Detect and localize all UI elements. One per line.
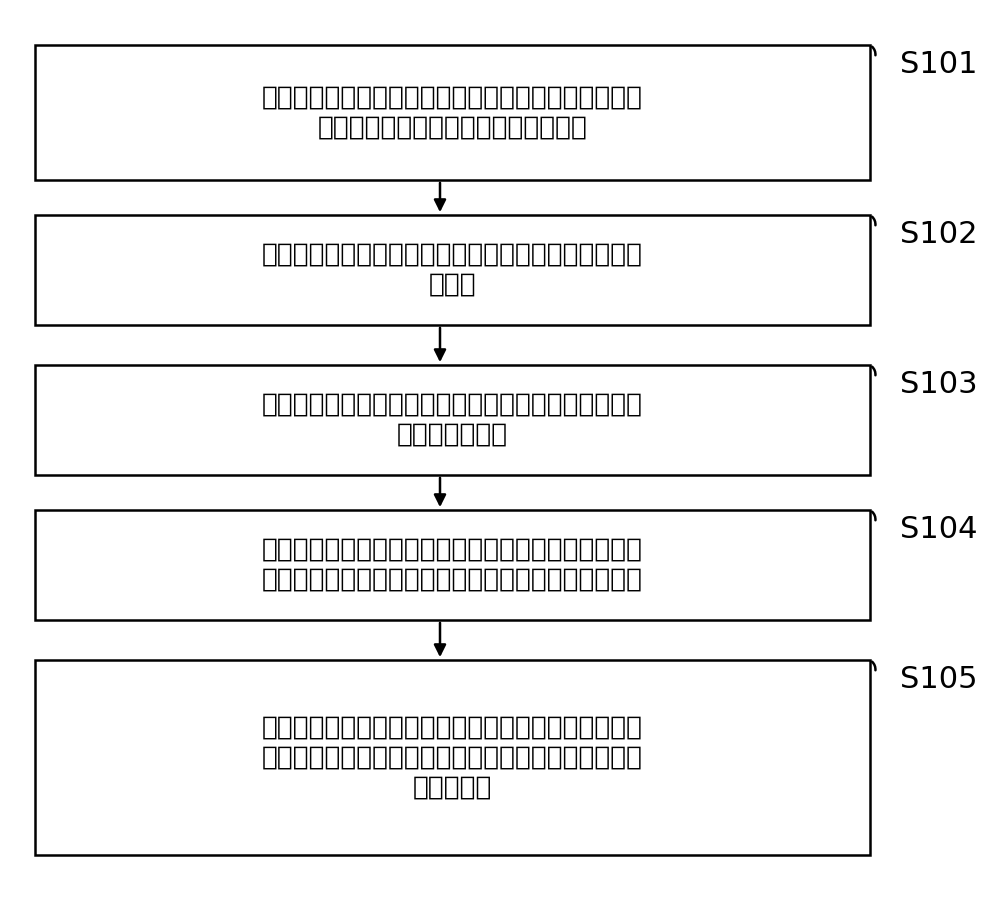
Bar <box>35 45 870 180</box>
Text: 以所述硬掩膜层为掩膜刻蚀部分厚度的半导体衬底，形
成鳍部: 以所述硬掩膜层为掩膜刻蚀部分厚度的半导体衬底，形 成鳍部 <box>262 242 643 298</box>
FancyArrowPatch shape <box>872 367 875 375</box>
Text: S101: S101 <box>900 50 978 79</box>
Text: S102: S102 <box>900 220 978 249</box>
Text: 形成覆盖所述鳍部的隔离层，所述隔离层表面与所述硬
掩膜层表面齐平: 形成覆盖所述鳍部的隔离层，所述隔离层表面与所述硬 掩膜层表面齐平 <box>262 392 643 448</box>
Bar <box>35 510 870 620</box>
FancyArrowPatch shape <box>872 217 875 225</box>
Text: 形成阱区和防穿通区之后，刻蚀部分厚度的隔离层，形
成浅沟槽隔离结构，所述浅沟槽隔离结构的表面低于所
述鳍部顶部: 形成阱区和防穿通区之后，刻蚀部分厚度的隔离层，形 成浅沟槽隔离结构，所述浅沟槽隔… <box>262 714 643 800</box>
Text: 提供半导体衬底，覆盖所述半导体衬底的硬掩膜层，所
述硬掩膜层定义出鳍式场效应管的鳍部: 提供半导体衬底，覆盖所述半导体衬底的硬掩膜层，所 述硬掩膜层定义出鳍式场效应管的… <box>262 84 643 140</box>
Bar <box>35 660 870 855</box>
Text: 以所述硬掩膜层和隔离层为掩膜，向所述半导体衬底内
掺杂形成阱区和防穿通区，所述防穿通区位于鳍部底部: 以所述硬掩膜层和隔离层为掩膜，向所述半导体衬底内 掺杂形成阱区和防穿通区，所述防… <box>262 537 643 593</box>
Text: S103: S103 <box>900 370 978 399</box>
FancyArrowPatch shape <box>872 662 875 670</box>
FancyArrowPatch shape <box>872 512 875 520</box>
Bar <box>35 365 870 475</box>
Text: S105: S105 <box>900 665 978 694</box>
Bar <box>35 215 870 325</box>
FancyArrowPatch shape <box>872 47 875 55</box>
Text: S104: S104 <box>900 515 978 544</box>
